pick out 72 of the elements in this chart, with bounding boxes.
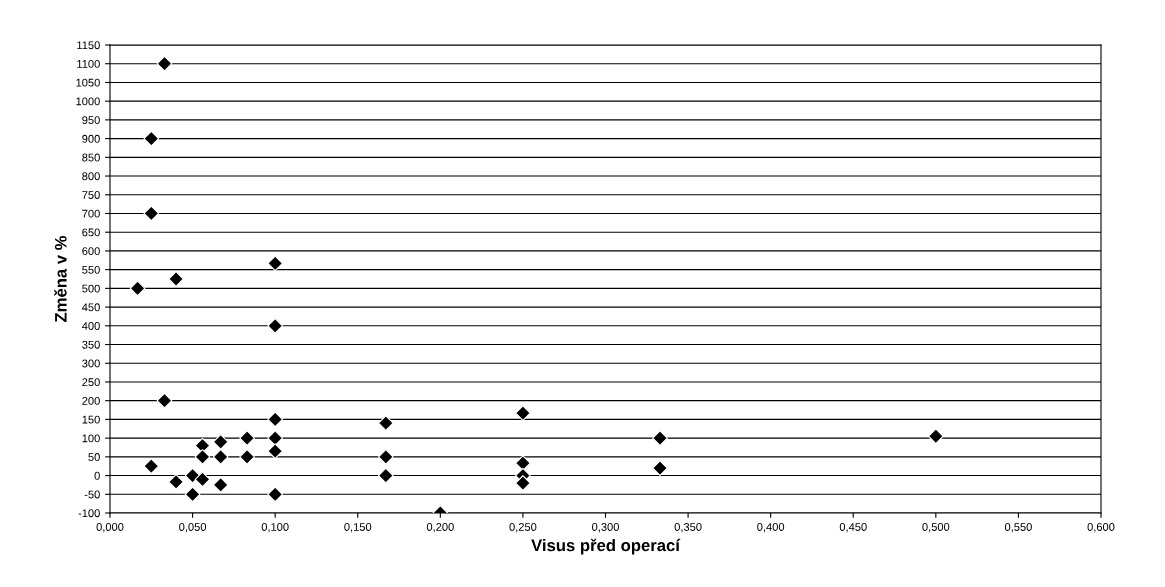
- y-tick-label: 650: [82, 228, 100, 237]
- y-tick-label: -50: [84, 490, 100, 499]
- x-tick-label: 0,450: [839, 523, 867, 533]
- y-tick-label: 500: [82, 284, 100, 293]
- y-tick-label: 800: [82, 172, 100, 181]
- x-tick-label: 0,200: [426, 523, 454, 533]
- x-tick-label: 0,600: [1087, 523, 1115, 533]
- x-tick-label: 0,050: [179, 523, 207, 533]
- point: [377, 467, 394, 484]
- x-tick-label: 0,550: [1004, 523, 1032, 533]
- y-tick-label: 1150: [77, 41, 100, 50]
- x-tick-label: 0,400: [757, 523, 785, 533]
- y-tick-label: 1050: [76, 78, 100, 87]
- y-tick-label: 50: [88, 453, 100, 461]
- y-axis-title: Změna v %: [54, 235, 67, 323]
- x-tick-label: 0,300: [592, 523, 619, 533]
- y-tick-label: 150: [82, 415, 100, 424]
- point: [515, 405, 531, 421]
- y-tick-label: -100: [78, 509, 100, 518]
- point: [652, 430, 668, 446]
- point: [184, 486, 201, 503]
- point: [267, 255, 284, 272]
- point: [129, 280, 146, 297]
- x-tick-label: 0,350: [674, 523, 702, 533]
- point: [194, 471, 211, 488]
- y-tick-label: 100: [82, 434, 100, 443]
- y-tick-label: 600: [82, 247, 100, 256]
- y-tick-label: 400: [82, 322, 100, 330]
- point: [515, 475, 531, 491]
- x-tick-label: 0,150: [344, 523, 372, 533]
- point: [212, 477, 229, 493]
- y-tick-label: 750: [82, 191, 100, 199]
- point: [143, 458, 160, 475]
- y-tick-label: 1100: [77, 59, 100, 68]
- point: [168, 271, 184, 287]
- point: [267, 317, 284, 334]
- point: [212, 434, 229, 450]
- point: [212, 449, 229, 465]
- point: [239, 430, 255, 446]
- x-tick-label: 0,000: [96, 523, 124, 533]
- point: [927, 428, 944, 445]
- point: [143, 205, 160, 222]
- point: [652, 460, 668, 476]
- point: [168, 474, 184, 490]
- point: [143, 130, 160, 147]
- x-axis-title: Visus před operací: [531, 538, 681, 555]
- point: [156, 392, 173, 409]
- y-tick-label: 200: [82, 396, 100, 405]
- y-tick-label: 1000: [76, 97, 100, 106]
- y-tick-label: 850: [82, 153, 100, 162]
- y-tick-label: 350: [82, 340, 100, 349]
- x-tick-label: 0,500: [922, 523, 950, 533]
- y-tick-label: 0: [94, 471, 100, 480]
- point: [156, 55, 173, 72]
- point: [267, 411, 284, 428]
- y-tick-label: 700: [82, 209, 100, 218]
- point: [184, 467, 201, 484]
- point: [267, 486, 284, 503]
- point: [239, 449, 255, 465]
- point: [377, 449, 394, 465]
- x-tick-label: 0,250: [509, 523, 537, 533]
- point: [194, 449, 211, 465]
- x-tick-label: 0,100: [261, 523, 289, 533]
- y-tick-label: 300: [82, 359, 100, 368]
- y-tick-label: 450: [82, 303, 100, 312]
- point: [267, 430, 284, 446]
- point: [377, 415, 394, 431]
- y-tick-label: 550: [82, 265, 100, 274]
- y-tick-label: 900: [82, 134, 100, 143]
- y-tick-label: 250: [82, 378, 100, 387]
- point: [267, 443, 284, 460]
- y-tick-label: 950: [82, 116, 100, 125]
